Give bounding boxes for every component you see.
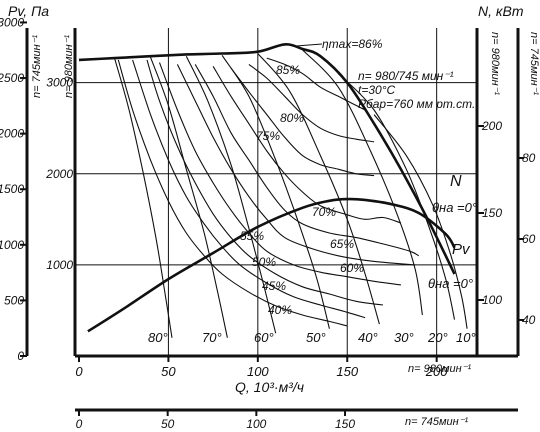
y-tick-label-745: 2000: [0, 127, 24, 141]
n-tick-label-980: 150: [482, 206, 502, 220]
series-power: [87, 197, 456, 333]
x-tick-label-980: 100: [247, 364, 269, 379]
n-tick-label-745: 80: [522, 151, 536, 165]
efficiency-label: 65%: [330, 237, 354, 251]
right-speed-980: n= 980мин⁻¹: [489, 32, 501, 95]
right-speed-745: n= 745мин⁻¹: [528, 32, 540, 95]
efficiency-label: 45%: [262, 279, 286, 293]
blade-angle-curve-20: [337, 73, 456, 320]
blade-angle-curve-60: [185, 55, 277, 334]
y-tick-label-745: 2500: [0, 71, 24, 85]
efficiency-label: 40%: [268, 303, 292, 317]
efficiency-label: 75%: [256, 129, 280, 143]
x-tick-label-980: 0: [75, 364, 83, 379]
x-tick-label-980: 150: [336, 364, 358, 379]
blade-angle-label: 70°: [202, 330, 222, 345]
n-tick-label-980: 100: [482, 293, 502, 307]
curve-label-power: N: [450, 173, 462, 190]
efficiency-label: 60%: [340, 261, 364, 275]
left-speed-745: n= 745мин⁻¹: [31, 35, 43, 98]
efficiency-label: 50%: [252, 255, 276, 269]
x-tick-label-745: 150: [335, 417, 355, 431]
y-tick-label-980: 3000: [46, 76, 73, 90]
condition-speed: n= 980/745 мин⁻¹: [358, 69, 454, 83]
efficiency-contour-55: [158, 62, 401, 286]
efficiency-contour-75: [230, 67, 375, 177]
left-pressure-title: Pv, Па: [8, 3, 49, 19]
y-tick-label-745: 3000: [0, 15, 24, 29]
eta-max-leader: [295, 43, 323, 47]
y-tick-label-980: 2000: [45, 167, 73, 181]
efficiency-contour-80: [248, 63, 375, 143]
series-pressure: [78, 43, 456, 275]
curve-label-theta-pressure: θна =0°: [428, 276, 473, 291]
x-tick-label-980: 50: [161, 364, 176, 379]
right-power-title: N, кВт: [478, 3, 524, 19]
efficiency-label: 85%: [276, 63, 300, 77]
efficiency-label: 70%: [312, 205, 336, 219]
x-speed-980-label: n= 980мин⁻¹: [408, 363, 471, 375]
n-tick-label-980: 200: [481, 119, 502, 133]
efficiency-contour-45: [132, 59, 366, 319]
blade-angle-label: 80°: [148, 330, 168, 345]
chart-labels: 0501001502000501001503000250020001500100…: [0, 15, 536, 431]
blade-angle-label: 40°: [358, 330, 378, 345]
y-tick-label-980: 1000: [46, 258, 73, 272]
blade-angle-label: 60°: [254, 330, 274, 345]
blade-angle-curve-80: [114, 58, 173, 338]
x-tick-label-745: 100: [246, 417, 266, 431]
y-tick-label-745: 0: [17, 349, 24, 363]
x-tick-label-745: 50: [161, 417, 175, 431]
efficiency-label: 80%: [280, 111, 304, 125]
efficiency-contour-40: [117, 59, 348, 327]
x-axis-title: Q, 10³·м³/ч: [235, 379, 304, 395]
curve-label-theta-power: θна =0°: [432, 200, 477, 215]
blade-angle-label: 30°: [394, 330, 414, 345]
blade-angle-curve-40: [257, 53, 380, 325]
blade-angle-label: 10°: [456, 330, 476, 345]
efficiency-label: 55%: [240, 229, 264, 243]
x-tick-label-745: 0: [76, 417, 83, 431]
blade-angle-label: 50°: [306, 330, 326, 345]
y-tick-label-745: 1000: [0, 238, 24, 252]
n-tick-label-745: 60: [522, 232, 536, 246]
left-speed-980: n= 980мин⁻¹: [63, 35, 75, 98]
blade-angle-label: 20°: [427, 330, 448, 345]
curve-label-pressure: Pv: [452, 241, 471, 258]
efficiency-contour-60: [176, 64, 416, 266]
axis-ticks: [20, 21, 524, 416]
efficiency-contour-65: [194, 64, 420, 257]
condition-pressure: Pбар=760 мм рт.ст.: [358, 97, 475, 111]
y-tick-label-745: 500: [4, 293, 24, 307]
blade-angle-curve-70: [149, 57, 228, 338]
x-tick-label-980: 200: [425, 364, 448, 379]
eta-max-label: ηmax=86%: [322, 37, 383, 51]
blade-angle-curve-50: [221, 55, 330, 329]
efficiency-contour-85: [266, 57, 366, 111]
blade-angle-curve-30: [302, 49, 423, 316]
condition-temperature: t=30°C: [358, 83, 395, 97]
x-speed-745-label: n= 745мин⁻¹: [405, 416, 468, 428]
n-tick-label-745: 40: [522, 313, 536, 327]
efficiency-contour-50: [146, 59, 384, 306]
chart-curves: [78, 43, 468, 338]
efficiency-contour-70: [212, 66, 402, 224]
